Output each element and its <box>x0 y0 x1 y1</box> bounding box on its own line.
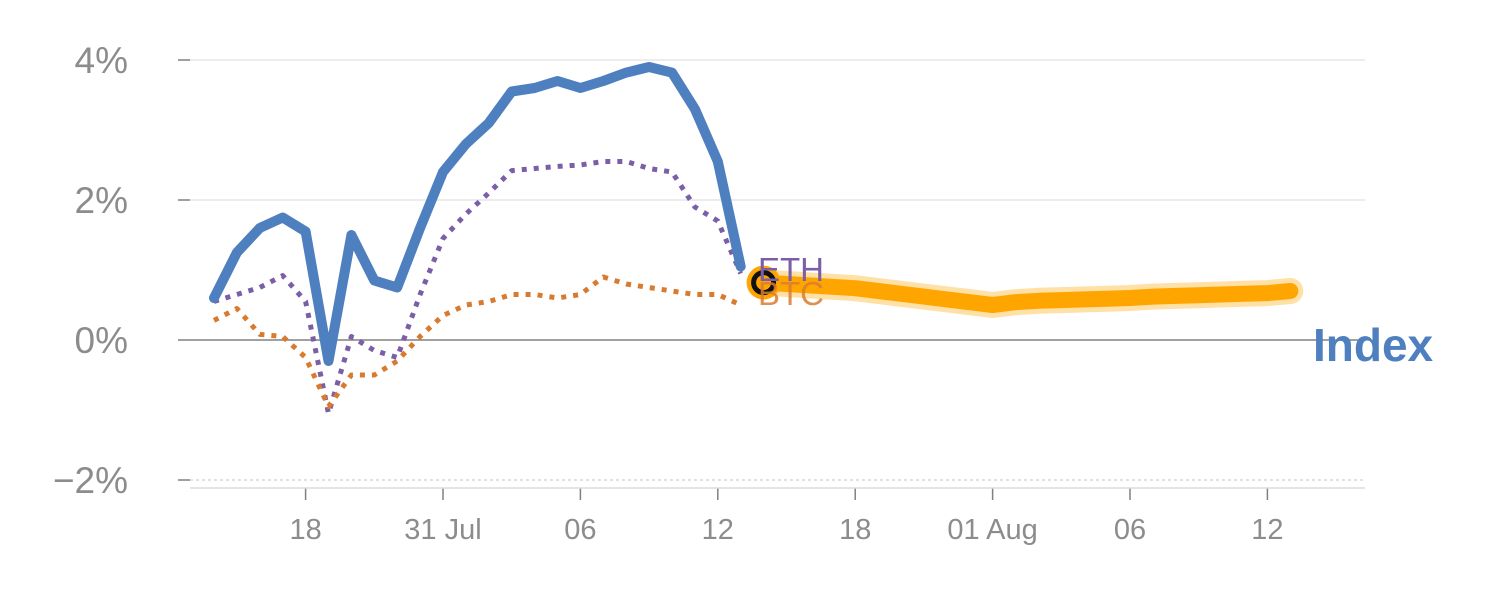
x-tick-label: 01 Aug <box>947 514 1037 546</box>
x-tick-label: 12 <box>702 514 734 546</box>
y-tick-label: 2% <box>75 180 128 221</box>
series <box>209 62 1304 416</box>
axes: 4% 2% 0% −2% 18 31 Jul 06 12 18 01 Aug 06 12 <box>53 40 1365 546</box>
y-tick-label: 4% <box>75 40 128 81</box>
y-tick-label: 0% <box>75 320 128 361</box>
x-tick-label: 18 <box>839 514 871 546</box>
btc-label: BTC <box>758 275 824 312</box>
x-tick-label: 06 <box>564 514 596 546</box>
x-tick-label: 12 <box>1251 514 1283 546</box>
index-label: Index <box>1313 319 1434 371</box>
x-tick-label: 18 <box>289 514 321 546</box>
y-tick-label: −2% <box>53 460 128 501</box>
eth-label: ETH <box>758 251 824 288</box>
index-line <box>209 62 746 366</box>
eth-line <box>213 159 743 416</box>
grid <box>190 59 1365 481</box>
x-tick-label: 06 <box>1114 514 1146 546</box>
btc-line <box>212 274 742 409</box>
current-point-marker <box>751 270 777 296</box>
x-tick-label: 31 Jul <box>404 514 481 546</box>
forecast-line <box>755 274 1299 313</box>
